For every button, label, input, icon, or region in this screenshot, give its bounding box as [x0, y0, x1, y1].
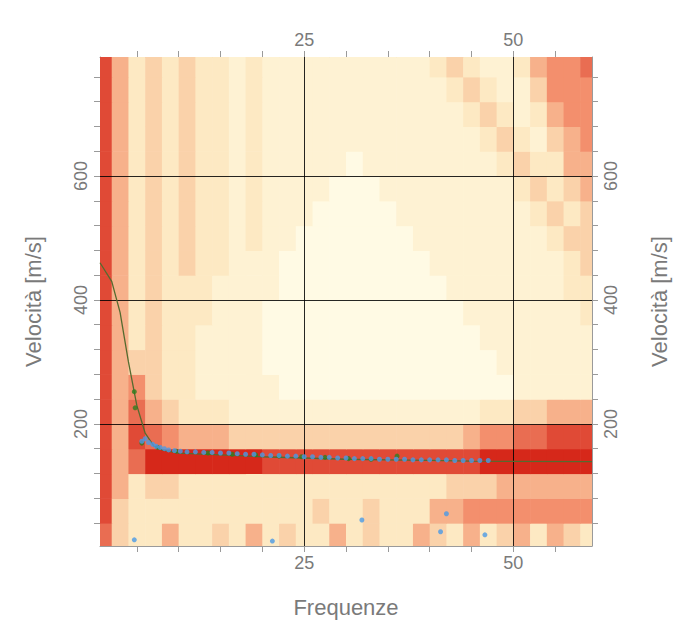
svg-text:25: 25	[294, 30, 314, 50]
svg-text:Frequenze: Frequenze	[293, 595, 398, 620]
svg-text:200: 200	[601, 409, 621, 439]
svg-text:600: 600	[601, 161, 621, 191]
svg-text:200: 200	[71, 409, 91, 439]
svg-text:400: 400	[601, 285, 621, 315]
svg-text:50: 50	[503, 30, 523, 50]
svg-text:50: 50	[503, 553, 523, 573]
svg-text:Velocità [m/s]: Velocità [m/s]	[21, 236, 46, 367]
svg-text:400: 400	[71, 285, 91, 315]
svg-text:600: 600	[71, 161, 91, 191]
svg-text:25: 25	[294, 553, 314, 573]
svg-text:Velocità [m/s]: Velocità [m/s]	[647, 236, 672, 367]
